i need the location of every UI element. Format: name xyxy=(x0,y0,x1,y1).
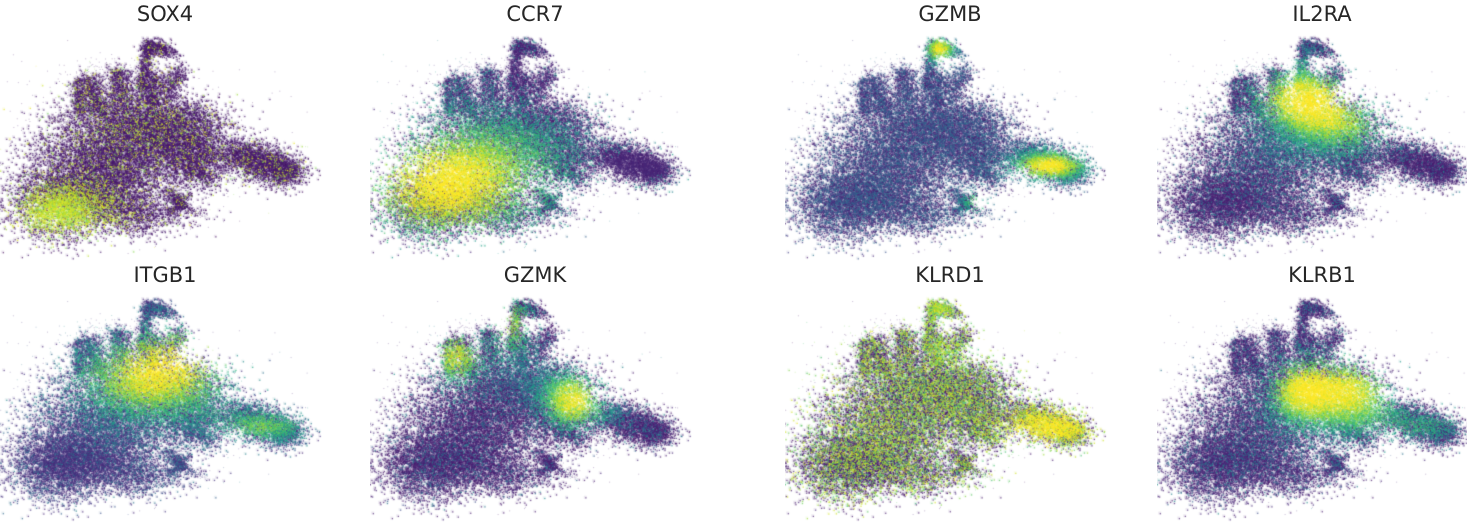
umap-panel-il2ra: IL2RA xyxy=(1157,0,1467,261)
panel-title-klrb1: KLRB1 xyxy=(1288,263,1356,287)
umap-panel-gzmb: GZMB xyxy=(785,0,1115,261)
panel-title-ccr7: CCR7 xyxy=(506,2,564,26)
panel-title-itgb1: ITGB1 xyxy=(133,263,197,287)
umap-panel-ccr7: CCR7 xyxy=(370,0,700,261)
umap-scatter-klrd1 xyxy=(785,291,1115,522)
umap-panel-itgb1: ITGB1 xyxy=(0,261,330,522)
umap-scatter-klrb1 xyxy=(1157,291,1467,522)
umap-scatter-itgb1 xyxy=(0,291,330,522)
umap-panel-gzmk: GZMK xyxy=(370,261,700,522)
umap-panel-klrd1: KLRD1 xyxy=(785,261,1115,522)
panel-title-il2ra: IL2RA xyxy=(1292,2,1352,26)
panel-title-gzmk: GZMK xyxy=(503,263,567,287)
umap-scatter-gzmk xyxy=(370,291,700,522)
umap-panel-sox4: SOX4 xyxy=(0,0,330,261)
panel-title-klrd1: KLRD1 xyxy=(915,263,985,287)
umap-panel-klrb1: KLRB1 xyxy=(1157,261,1467,522)
umap-scatter-ccr7 xyxy=(370,30,700,261)
umap-scatter-gzmb xyxy=(785,30,1115,261)
panel-title-sox4: SOX4 xyxy=(136,2,194,26)
umap-scatter-il2ra xyxy=(1157,30,1467,261)
umap-scatter-sox4 xyxy=(0,30,330,261)
panel-title-gzmb: GZMB xyxy=(918,2,982,26)
